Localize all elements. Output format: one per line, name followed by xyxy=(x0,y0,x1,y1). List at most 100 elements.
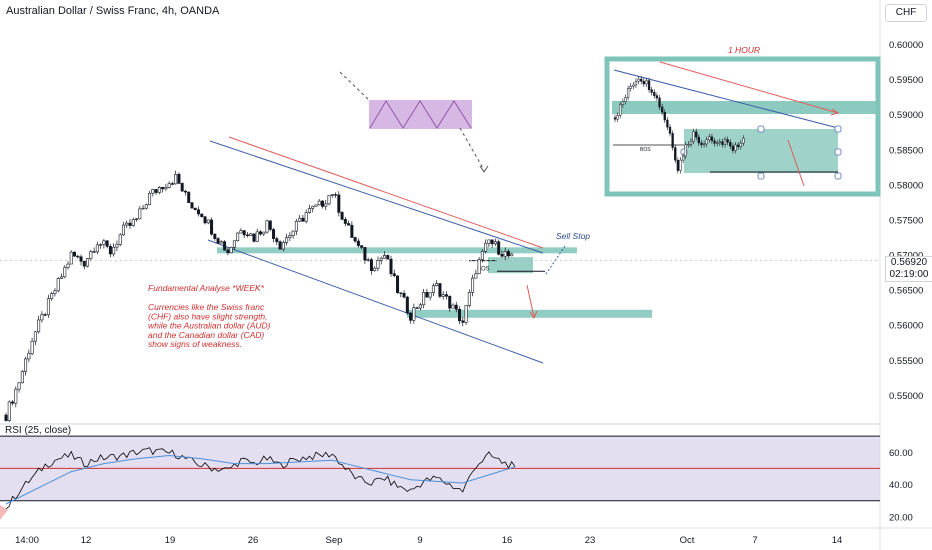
inset-candle-body xyxy=(679,159,682,171)
trend-line-red xyxy=(228,136,544,249)
rsi-label: RSI (25, close) xyxy=(5,425,72,436)
inset-candle-body xyxy=(684,144,687,157)
candle-body xyxy=(396,275,400,294)
sell-stop-arrow xyxy=(545,245,566,275)
inset-resistance-zone xyxy=(612,101,880,114)
candle-body xyxy=(86,258,90,267)
candle-body xyxy=(138,208,142,220)
sell-zone xyxy=(488,257,533,274)
zigzag-path xyxy=(369,100,472,129)
candle-body xyxy=(464,305,468,323)
candle-body xyxy=(151,189,155,194)
candle-body xyxy=(425,291,429,298)
inset-candle-body xyxy=(742,138,745,144)
candle-body xyxy=(40,314,44,321)
candle-body xyxy=(402,293,406,298)
inset-candle-body xyxy=(637,78,640,82)
candle-body xyxy=(412,307,416,321)
time-tick-label: 26 xyxy=(248,535,259,546)
candle-body xyxy=(14,388,18,404)
candle-body xyxy=(382,255,386,259)
candle-body xyxy=(50,293,54,299)
candle-body xyxy=(82,260,86,267)
candle-body xyxy=(304,212,308,222)
target-arrow-head xyxy=(529,310,538,320)
candle-body xyxy=(324,203,328,207)
inset-candle-body xyxy=(721,141,724,145)
inset-candle-body xyxy=(674,147,677,161)
inset-candle-body xyxy=(702,143,706,145)
price-tick-label: 0.55000 xyxy=(889,391,923,402)
candle-body xyxy=(262,231,266,235)
inset-title: 1 HOUR xyxy=(728,45,760,55)
candle-body xyxy=(239,230,243,234)
candle-body xyxy=(291,230,295,236)
candle-body xyxy=(278,241,282,250)
last-price: 0.56920 xyxy=(890,257,928,268)
candle-body xyxy=(216,238,220,244)
inset-candle-body xyxy=(629,86,632,89)
projection-box xyxy=(369,100,472,129)
candle-body xyxy=(373,267,377,271)
fundamental-line: (CHF) also have slight strength, xyxy=(148,311,268,321)
sell-stop-label: Sell Stop xyxy=(556,231,590,241)
candle-body xyxy=(451,304,455,309)
candle-body xyxy=(20,371,24,384)
inset-candle-body xyxy=(642,80,645,85)
inset-candle-body xyxy=(723,139,727,145)
candle-body xyxy=(366,259,370,261)
candle-body xyxy=(448,295,452,309)
inset-candle-body xyxy=(710,136,714,142)
currency-selector[interactable]: CHF xyxy=(885,4,927,22)
candle-body xyxy=(102,240,106,245)
inset-handle xyxy=(757,125,765,133)
price-tick-label: 0.58500 xyxy=(889,145,923,156)
inset-candle-body xyxy=(692,131,695,142)
candle-body xyxy=(223,241,227,251)
candle-body xyxy=(334,194,338,196)
candle-body xyxy=(213,233,217,239)
chart-title: Australian Dollar / Swiss Franc, 4h, OAN… xyxy=(6,5,220,17)
candle-body xyxy=(405,296,409,314)
inset-candle-body xyxy=(661,106,664,113)
candle-body xyxy=(487,239,491,244)
inset-candle-body xyxy=(624,97,627,102)
candle-body xyxy=(301,217,305,222)
bos-label: BOS xyxy=(477,267,490,273)
candle-body xyxy=(275,238,279,243)
candle-body xyxy=(232,240,236,248)
candle-body xyxy=(422,291,426,306)
inset-candle-body xyxy=(689,140,693,145)
candle-body xyxy=(347,223,351,226)
candle-body xyxy=(180,183,184,192)
inset-candle-body xyxy=(645,80,648,85)
candle-body xyxy=(337,194,341,213)
candle-body xyxy=(435,283,439,287)
inset-candle-body xyxy=(647,80,651,91)
candle-body xyxy=(386,255,390,260)
candle-body xyxy=(307,208,311,213)
inset-handle xyxy=(834,148,842,156)
time-tick-label: 19 xyxy=(165,535,176,546)
candle-body xyxy=(30,340,34,354)
candle-body xyxy=(200,213,204,217)
candle-body xyxy=(141,207,145,210)
target-zone xyxy=(407,309,652,318)
candle-body xyxy=(493,241,497,245)
inset-candle-body xyxy=(640,78,643,82)
time-tick-label: 16 xyxy=(502,535,513,546)
candle-body xyxy=(431,285,435,293)
candle-body xyxy=(56,278,60,292)
fundamental-line: while the Australian dollar (AUD) xyxy=(148,321,271,331)
channel-upper xyxy=(209,140,544,254)
candle-body xyxy=(187,191,191,203)
candle-body xyxy=(369,259,373,271)
candle-body xyxy=(73,251,77,257)
price-tick-label: 0.58000 xyxy=(889,180,923,191)
inset-candle-body xyxy=(626,88,630,98)
price-tick-label: 0.56500 xyxy=(889,286,923,297)
inset-candle-body xyxy=(619,104,622,116)
candle-body xyxy=(281,242,285,250)
candle-body xyxy=(343,219,347,224)
